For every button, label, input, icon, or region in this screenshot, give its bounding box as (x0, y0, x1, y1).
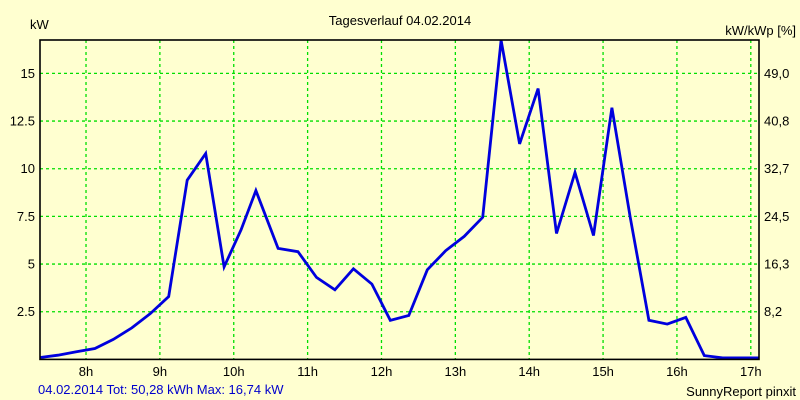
right-axis-tick-label: 24,5 (764, 209, 789, 224)
footer-summary: 04.02.2014 Tot: 50,28 kWh Max: 16,74 kW (38, 382, 284, 397)
right-axis-tick-label: 49,0 (764, 66, 789, 81)
left-axis-unit-label: kW (30, 17, 50, 32)
left-axis-tick-label: 15 (21, 66, 35, 81)
left-axis-tick-label: 5 (28, 257, 35, 272)
left-axis-tick-label: 7.5 (17, 209, 35, 224)
right-axis-tick-label: 40,8 (764, 114, 789, 129)
x-axis-tick-label: 10h (223, 364, 245, 379)
left-axis-tick-label: 12.5 (10, 114, 35, 129)
x-axis-tick-label: 17h (740, 364, 762, 379)
x-axis-tick-label: 12h (371, 364, 393, 379)
plot-border (39, 39, 760, 361)
x-axis-tick-label: 13h (444, 364, 466, 379)
tick-label-layer: 2.5 8,2 5 16,3 7.5 24,5 10 32,7 12.5 40,8 15 49,0 8h… (10, 66, 790, 379)
x-axis-tick-label: 16h (666, 364, 688, 379)
left-axis-tick-label: 10 (21, 161, 35, 176)
x-axis-tick-label: 9h (153, 364, 167, 379)
x-axis-tick-label: 8h (79, 364, 93, 379)
right-axis-tick-label: 16,3 (764, 257, 789, 272)
chart-title: Tagesverlauf 04.02.2014 (329, 13, 471, 28)
left-axis-tick-label: 2.5 (17, 304, 35, 319)
power-curve (40, 39, 759, 360)
x-axis-tick-label: 15h (592, 364, 614, 379)
grid-layer (40, 40, 759, 360)
right-axis-tick-label: 8,2 (764, 304, 782, 319)
x-axis-tick-label: 11h (297, 364, 318, 379)
right-axis-tick-label: 32,7 (764, 161, 789, 176)
right-axis-unit-label: kW/kWp [%] (725, 23, 796, 38)
x-axis-tick-label: 14h (518, 364, 540, 379)
footer-brand: SunnyReport pinxit (686, 384, 796, 399)
